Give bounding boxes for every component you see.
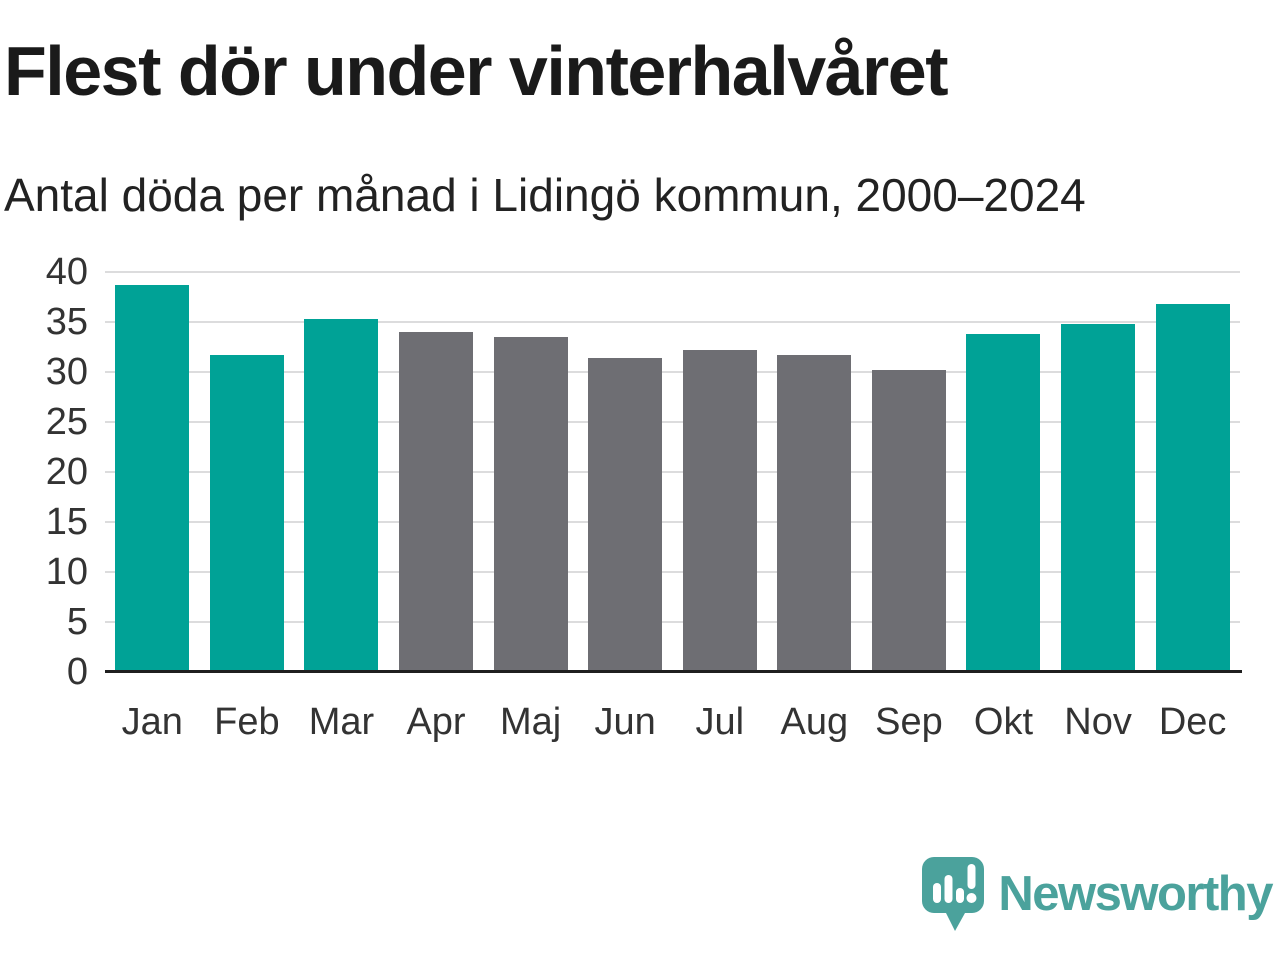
newsworthy-wordmark: Newsworthy [998, 867, 1273, 921]
x-tick-label-feb: Feb [214, 701, 280, 743]
chart-subtitle: Antal döda per månad i Lidingö kommun, 2… [4, 169, 1086, 221]
bar-aug [777, 355, 852, 672]
x-tick-label-apr: Apr [406, 701, 466, 743]
bar-slot-nov [1051, 272, 1146, 672]
y-tick-label-10: 10 [45, 551, 88, 593]
x-axis-line [105, 670, 1242, 673]
chart-title: Flest dör under vinterhalvåret [4, 32, 949, 110]
plot-area [105, 271, 1240, 672]
bar-dec [1155, 304, 1230, 672]
x-tick-label-nov: Nov [1064, 701, 1132, 743]
bar-slot-feb [200, 272, 295, 672]
y-tick-label-5: 5 [66, 601, 88, 643]
exclamation-bar [967, 864, 976, 889]
x-tick-label-sep: Sep [875, 701, 943, 743]
gridline-35 [105, 321, 1240, 323]
y-tick-label-0: 0 [66, 651, 88, 693]
x-tick-label-dec: Dec [1158, 701, 1227, 743]
gridline-30 [105, 371, 1240, 373]
bar-jun [588, 358, 663, 672]
bar-slot-okt [956, 272, 1051, 672]
mini-bar-3 [956, 888, 965, 903]
y-tick-label-30: 30 [45, 351, 88, 393]
y-tick-label-35: 35 [45, 301, 88, 343]
x-tick-label-maj: Maj [499, 701, 562, 743]
y-tick-label-40: 40 [45, 251, 88, 293]
bar-slot-jun [578, 272, 673, 672]
x-tick-label-aug: Aug [780, 701, 849, 743]
bar-okt [966, 334, 1041, 672]
bar-maj [493, 337, 568, 672]
bar-slot-apr [389, 272, 484, 672]
y-tick-label-25: 25 [45, 401, 88, 443]
bar-nov [1061, 324, 1136, 672]
y-tick-label-15: 15 [45, 501, 88, 543]
bar-slot-aug [767, 272, 862, 672]
x-tick-label-jul: Jul [695, 701, 745, 743]
y-tick-label-20: 20 [45, 451, 88, 493]
mini-bar-1 [933, 883, 942, 903]
x-tick-label-mar: Mar [308, 701, 375, 743]
newsworthy-logo-icon [922, 857, 985, 931]
gridline-15 [105, 521, 1240, 523]
exclamation-dot [966, 893, 977, 903]
bar-slot-jul [672, 272, 767, 672]
bar-slot-sep [862, 272, 957, 672]
bar-slot-mar [294, 272, 389, 672]
x-tick-label-jun: Jun [594, 701, 656, 743]
bar-slot-dec [1145, 272, 1240, 672]
gridline-40 [105, 271, 1240, 273]
gridline-25 [105, 421, 1240, 423]
bar-jul [682, 350, 757, 672]
mini-bar-2 [944, 875, 953, 903]
bar-jan [115, 285, 190, 672]
x-tick-label-okt: Okt [973, 701, 1034, 743]
bars [105, 272, 1240, 672]
bar-slot-maj [483, 272, 578, 672]
gridline-10 [105, 571, 1240, 573]
bar-sep [871, 370, 946, 672]
bar-feb [209, 355, 284, 672]
x-axis-labels: Jan Feb Mar Apr Maj Jun Jul Aug Sep Okt Nov Dec [105, 700, 1240, 744]
bar-apr [399, 332, 474, 672]
bar-mar [304, 319, 379, 672]
gridline-20 [105, 471, 1240, 473]
gridlines [105, 271, 1240, 672]
newsworthy-logo: Newsworthy [921, 856, 1273, 932]
y-axis-labels: 0 5 10 15 20 25 30 35 40 [0, 253, 88, 691]
gridline-5 [105, 621, 1240, 623]
x-tick-label-jan: Jan [121, 701, 183, 743]
bar-slot-jan [105, 272, 200, 672]
